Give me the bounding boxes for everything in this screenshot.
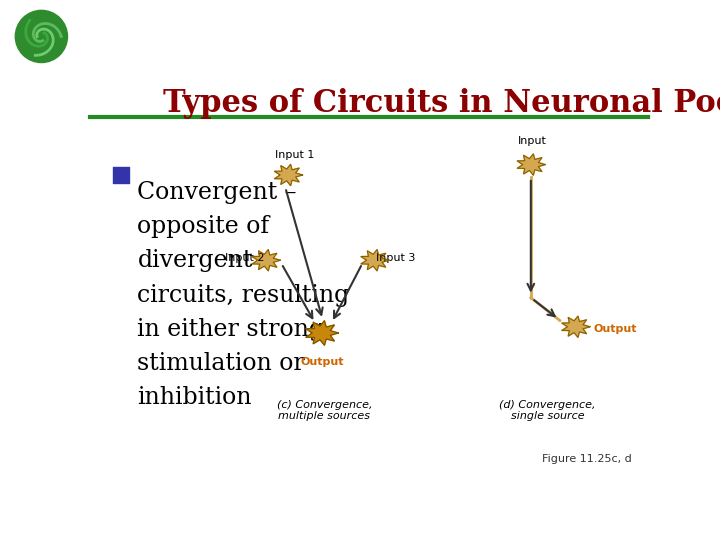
Text: (c) Convergence,: (c) Convergence,	[276, 400, 372, 409]
Text: Input 3: Input 3	[376, 253, 415, 263]
Polygon shape	[361, 249, 389, 271]
Text: (d) Convergence,: (d) Convergence,	[499, 400, 596, 409]
Polygon shape	[252, 249, 280, 271]
Polygon shape	[517, 154, 545, 176]
Text: opposite of: opposite of	[138, 215, 269, 238]
Point	[115, 171, 127, 179]
Text: single source: single source	[510, 411, 585, 421]
Polygon shape	[306, 321, 338, 345]
Polygon shape	[562, 316, 590, 338]
Text: circuits, resulting: circuits, resulting	[138, 284, 350, 307]
Text: divergent: divergent	[138, 249, 253, 272]
Text: Input 2: Input 2	[225, 253, 264, 263]
Text: Input 1: Input 1	[275, 151, 315, 160]
Text: Types of Circuits in Neuronal Pools: Types of Circuits in Neuronal Pools	[163, 87, 720, 119]
Text: Input: Input	[518, 136, 546, 146]
Text: stimulation or: stimulation or	[138, 352, 305, 375]
Circle shape	[15, 10, 68, 63]
Text: Output: Output	[301, 357, 344, 367]
Text: Convergent –: Convergent –	[138, 181, 297, 204]
Text: in either strong: in either strong	[138, 318, 325, 341]
Polygon shape	[274, 164, 302, 186]
Text: Figure 11.25c, d: Figure 11.25c, d	[541, 454, 631, 464]
Text: Output: Output	[594, 324, 637, 334]
Text: inhibition: inhibition	[138, 386, 252, 409]
Text: multiple sources: multiple sources	[279, 411, 370, 421]
